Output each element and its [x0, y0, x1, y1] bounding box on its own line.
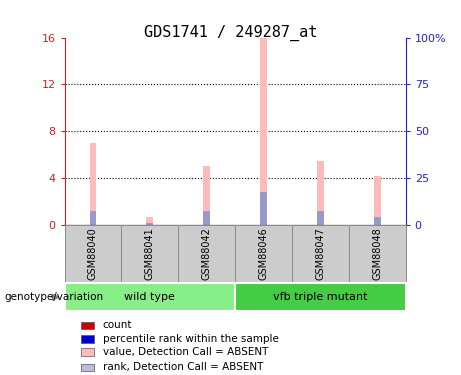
- Bar: [260, 38, 267, 225]
- Text: genotype/variation: genotype/variation: [5, 292, 104, 302]
- Bar: [203, 166, 210, 225]
- Bar: [317, 160, 324, 225]
- Text: GSM88041: GSM88041: [145, 228, 155, 280]
- Bar: [89, 143, 96, 225]
- Text: vfb triple mutant: vfb triple mutant: [273, 292, 367, 302]
- Text: GSM88047: GSM88047: [315, 228, 325, 280]
- Bar: [317, 211, 324, 225]
- Bar: [81, 348, 94, 356]
- Text: wild type: wild type: [124, 292, 175, 302]
- Bar: [81, 363, 94, 371]
- Bar: [147, 223, 153, 225]
- Bar: [374, 217, 381, 225]
- Text: GSM88046: GSM88046: [259, 228, 269, 280]
- Text: count: count: [103, 321, 132, 330]
- Bar: [147, 217, 153, 225]
- Text: rank, Detection Call = ABSENT: rank, Detection Call = ABSENT: [103, 362, 263, 372]
- Text: value, Detection Call = ABSENT: value, Detection Call = ABSENT: [103, 347, 268, 357]
- Text: GDS1741 / 249287_at: GDS1741 / 249287_at: [144, 24, 317, 40]
- Text: GSM88042: GSM88042: [201, 228, 212, 280]
- Bar: [81, 335, 94, 343]
- Bar: [81, 322, 94, 329]
- Text: percentile rank within the sample: percentile rank within the sample: [103, 334, 279, 344]
- Text: GSM88048: GSM88048: [372, 228, 382, 280]
- Bar: [374, 176, 381, 225]
- Bar: [89, 211, 96, 225]
- Text: GSM88040: GSM88040: [88, 228, 98, 280]
- Bar: [260, 192, 267, 225]
- Bar: [203, 211, 210, 225]
